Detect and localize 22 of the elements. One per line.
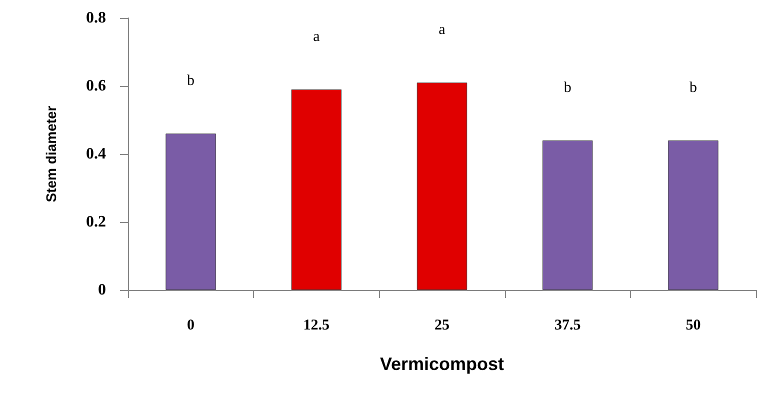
bar xyxy=(416,82,468,290)
y-axis-title: Stem diameter xyxy=(43,105,59,202)
bar xyxy=(291,89,342,290)
y-tick-label: 0.4 xyxy=(86,146,106,162)
bar xyxy=(668,140,718,290)
x-tick-label: 0 xyxy=(187,318,195,334)
x-tick-label: 25 xyxy=(434,318,450,334)
bar xyxy=(166,134,216,290)
x-tick-label: 37.5 xyxy=(554,318,581,334)
annotation: a xyxy=(313,28,320,45)
y-tick-label: 0.6 xyxy=(86,78,106,94)
x-axis-title: Vermicompost xyxy=(380,354,504,374)
x-tick-label: 50 xyxy=(686,318,701,334)
y-tick-label: 0.8 xyxy=(86,10,106,26)
y-tick-label: 0 xyxy=(98,282,106,298)
annotation: b xyxy=(564,80,572,96)
annotation: a xyxy=(438,22,446,38)
x-tick-label: 12.5 xyxy=(303,318,330,334)
annotation: b xyxy=(187,73,195,90)
annotation: b xyxy=(689,80,697,96)
y-tick-label: 0.2 xyxy=(86,214,106,230)
bar xyxy=(542,140,593,290)
